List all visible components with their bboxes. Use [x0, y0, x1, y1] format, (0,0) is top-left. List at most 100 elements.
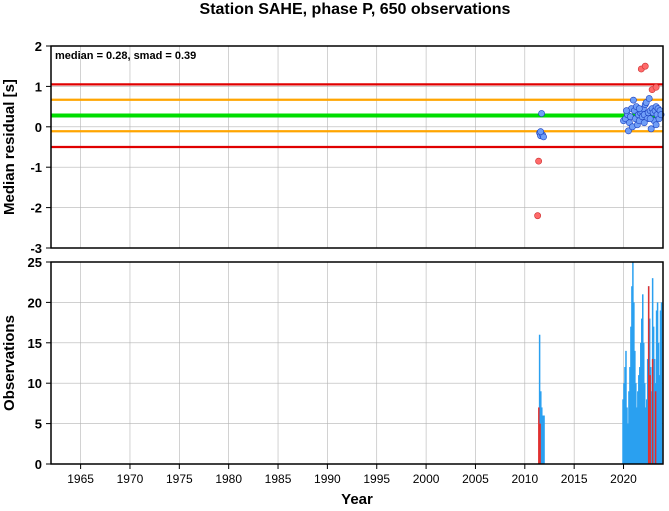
observation-bar-blue — [657, 342, 660, 464]
observation-bar-blue — [541, 407, 543, 464]
residuals-panel: 2 1 0 -1 -2 -3 median = 0.28, smad = 0.39 Med… — [1, 39, 665, 256]
residual-point-blue — [652, 121, 660, 129]
observation-bar-blue — [628, 391, 630, 464]
y-tick-label: 5 — [35, 417, 42, 432]
x-tick-label: 1975 — [166, 472, 193, 486]
x-tick-label: 2015 — [561, 472, 588, 486]
observation-bar-red — [654, 391, 657, 464]
residual-point-blue — [640, 119, 648, 127]
residuals-frame — [50, 45, 664, 249]
observation-bar-red — [651, 358, 654, 464]
residual-point-blue — [635, 105, 643, 113]
residual-point-blue — [646, 115, 654, 123]
x-tick-label: 2010 — [511, 472, 538, 486]
observations-bars — [538, 262, 663, 464]
y-tick-label: 15 — [28, 336, 42, 351]
observation-bar-blue — [633, 302, 635, 464]
residuals-y-label: Median residual [s] — [1, 79, 18, 215]
observation-bar-blue — [538, 334, 541, 464]
observation-bar-blue — [636, 407, 638, 464]
observation-bar-blue — [659, 310, 662, 464]
residual-point-red — [535, 157, 543, 165]
observation-bar-red — [649, 375, 651, 464]
observation-bar-blue — [655, 310, 658, 464]
x-tick-label: 1965 — [67, 472, 94, 486]
x-tick-label: 1970 — [117, 472, 144, 486]
y-tick-label: 0 — [35, 120, 42, 135]
residual-point-blue — [645, 95, 653, 102]
y-tick-label: 25 — [28, 255, 42, 270]
y-tick-label: 10 — [28, 376, 42, 391]
observation-bar-blue — [660, 302, 663, 464]
observation-bar-blue — [638, 375, 640, 464]
observation-bar-blue — [543, 415, 545, 464]
observation-bar-red — [647, 286, 650, 464]
observation-bar-blue — [652, 326, 655, 464]
residual-point-blue — [538, 110, 545, 117]
observation-bar-blue — [640, 342, 642, 464]
observation-bar-blue — [637, 391, 639, 464]
residuals-annotation: median = 0.28, smad = 0.39 — [55, 50, 196, 62]
observation-bar-blue — [542, 415, 544, 464]
observation-bar-red — [538, 407, 540, 464]
residual-point-blue — [629, 96, 637, 104]
observation-bar-blue — [650, 391, 653, 464]
observation-bar-blue — [643, 342, 645, 464]
observation-bar-blue — [627, 423, 629, 464]
y-tick-label: -3 — [30, 241, 42, 256]
residual-point-blue — [625, 127, 632, 135]
observation-bar-blue — [631, 286, 633, 464]
residual-point-blue — [647, 125, 655, 133]
x-axis-label: Year — [341, 491, 373, 508]
x-tick-label: 2005 — [462, 472, 489, 486]
observations-y-label: Observations — [1, 315, 18, 411]
residuals-y-ticks: 2 1 0 -1 -2 -3 — [30, 39, 51, 256]
observation-bar-blue — [643, 383, 646, 464]
observation-bar-blue — [639, 367, 641, 464]
observation-bar-blue — [632, 262, 634, 464]
observation-bar-blue — [626, 407, 628, 464]
y-tick-label: 0 — [35, 457, 42, 472]
observation-bar-blue — [623, 383, 625, 464]
x-tick-label: 1990 — [314, 472, 341, 486]
observations-frame — [50, 261, 664, 465]
residual-point-blue — [540, 133, 547, 141]
y-tick-label: -2 — [30, 201, 42, 216]
observation-bar-blue — [646, 358, 649, 464]
residual-point-red — [534, 212, 542, 220]
observation-bar-blue — [641, 318, 643, 464]
observation-bar-blue — [622, 399, 624, 464]
observation-bar-blue — [634, 350, 636, 464]
observation-bar-blue — [625, 350, 627, 464]
y-tick-label: 1 — [35, 79, 42, 94]
observation-bar-blue — [658, 375, 661, 464]
residuals-reference-lines — [51, 83, 663, 149]
observation-bar-red — [539, 423, 541, 464]
observation-bar-blue — [624, 367, 626, 464]
x-tick-label: 2000 — [413, 472, 440, 486]
observation-bar-blue — [653, 358, 656, 464]
residual-point-red — [641, 62, 649, 70]
residual-point-red — [652, 83, 660, 91]
observation-bar-blue — [630, 326, 632, 464]
residual-point-blue — [537, 128, 544, 136]
x-tick-label: 1985 — [265, 472, 292, 486]
observations-y-ticks: 25 20 15 10 5 0 — [28, 255, 51, 472]
residual-point-blue — [623, 107, 630, 115]
observation-bar-blue — [645, 399, 648, 464]
observation-bar-blue — [642, 294, 644, 464]
residuals-points — [534, 62, 665, 220]
observations-x-ticks: 1965 1970 1975 1980 1985 1990 1995 2000 2005 2010… — [67, 464, 637, 486]
x-tick-label: 1995 — [363, 472, 390, 486]
observation-bar-blue — [629, 367, 631, 464]
chart-title: Station SAHE, phase P, 650 observations — [200, 1, 511, 18]
y-tick-label: 20 — [28, 295, 42, 310]
y-tick-label: 2 — [35, 39, 42, 54]
y-tick-label: -1 — [30, 160, 42, 175]
observation-bar-blue — [644, 407, 647, 464]
x-tick-label: 1980 — [215, 472, 242, 486]
x-tick-label: 2020 — [610, 472, 637, 486]
